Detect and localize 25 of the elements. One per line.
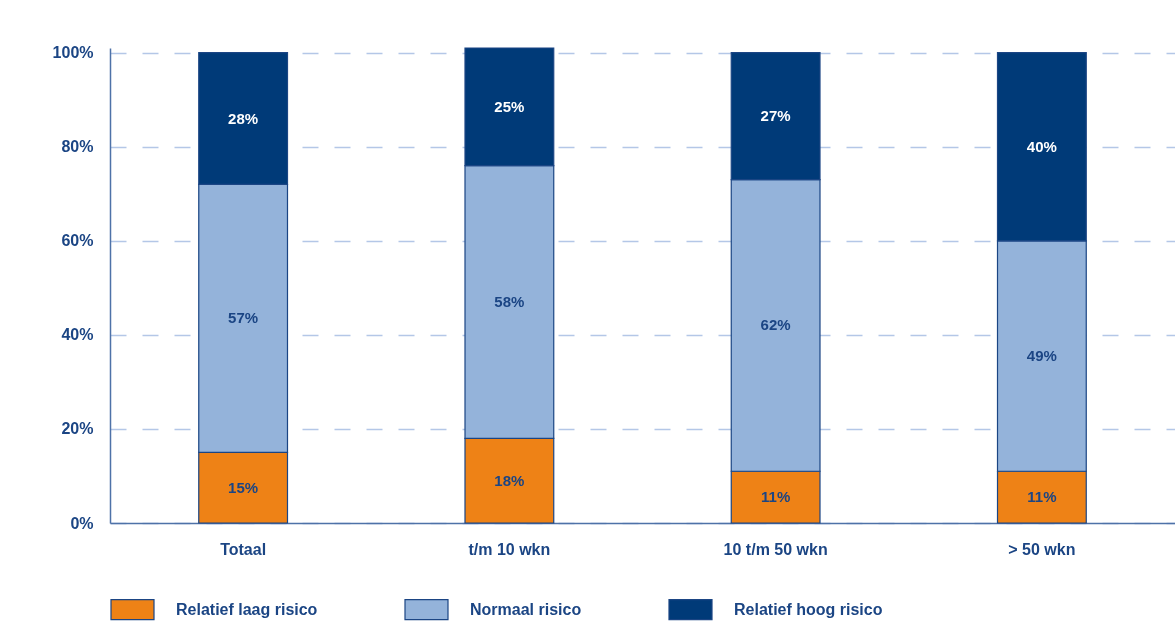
y-tick-label: 100%: [52, 44, 94, 62]
x-tick-label: t/m 10 wkn: [468, 540, 551, 558]
data-label: 18%: [494, 471, 525, 489]
data-label: 62%: [760, 316, 791, 334]
y-tick-label: 80%: [61, 138, 94, 156]
data-label: 25%: [494, 97, 525, 115]
y-tick-label: 60%: [61, 232, 94, 250]
y-tick-label: 20%: [61, 420, 94, 438]
x-tick-label: 10 t/m 50 wkn: [723, 540, 828, 558]
x-tick-label: > 50 wkn: [1008, 540, 1076, 558]
y-tick-label: 40%: [61, 326, 94, 344]
data-label: 11%: [1027, 488, 1057, 506]
data-label: 27%: [760, 107, 791, 125]
x-tick-label: Totaal: [220, 540, 267, 558]
data-label: 15%: [228, 478, 259, 496]
data-label: 40%: [1026, 137, 1057, 155]
legend-label: Relatief hoog risico: [734, 600, 883, 618]
legend-label: Normaal risico: [470, 600, 582, 618]
data-label: 11%: [761, 488, 791, 506]
data-label: 57%: [228, 309, 259, 327]
data-label: 28%: [228, 109, 259, 127]
legend-label: Relatief laag risico: [176, 600, 318, 618]
data-label: 49%: [1026, 347, 1057, 365]
y-tick-label: 0%: [70, 514, 94, 532]
data-label: 58%: [494, 292, 525, 310]
